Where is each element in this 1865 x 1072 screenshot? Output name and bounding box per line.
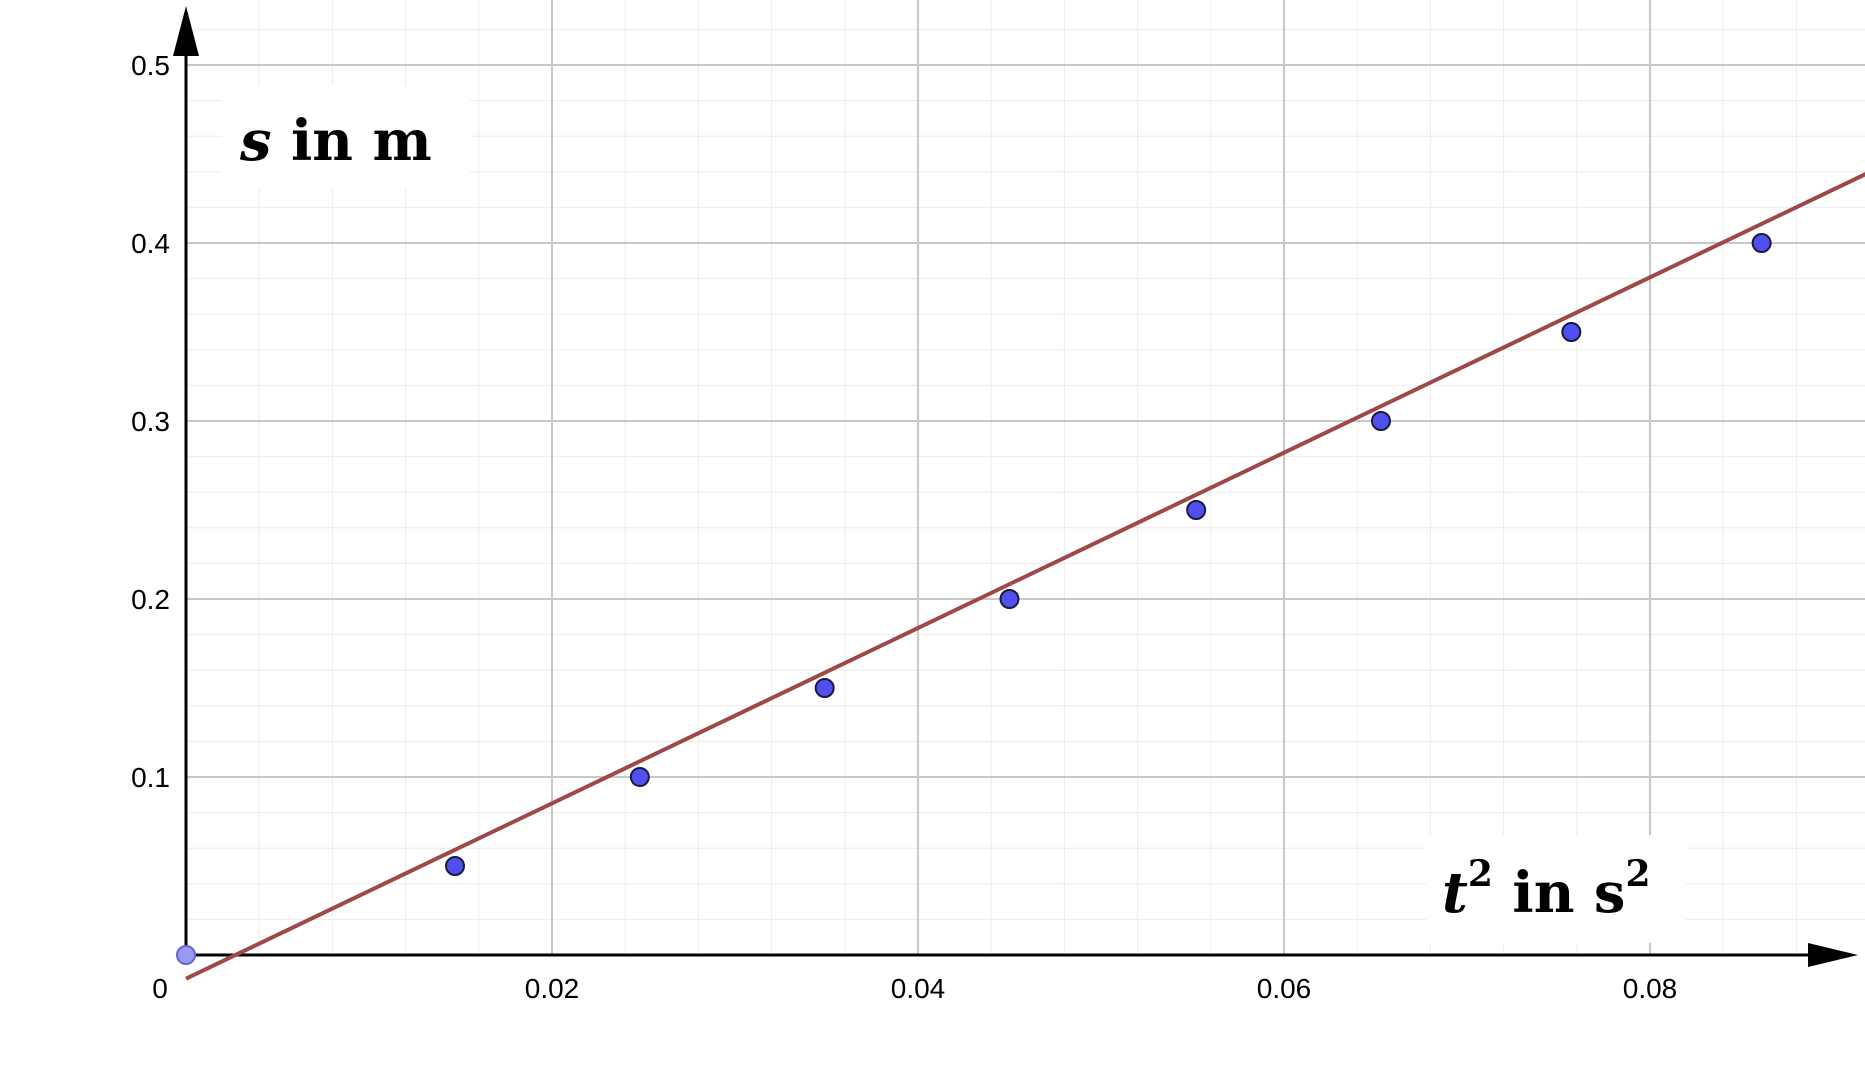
tick-labels: 00.020.040.060.080.10.120.140.160.180.10… bbox=[131, 50, 1678, 1004]
x-label-unit-exponent: 2 bbox=[1625, 853, 1650, 895]
data-point bbox=[1751, 233, 1772, 253]
y-tick-label: 0.2 bbox=[131, 584, 170, 615]
data-points bbox=[176, 233, 1772, 965]
y-tick-label: 0.3 bbox=[131, 406, 170, 437]
x-label-background bbox=[1426, 835, 1686, 943]
axis-labels: s in mt2 in s2 bbox=[222, 86, 1686, 943]
data-point bbox=[999, 589, 1020, 609]
x-tick-label: 0 bbox=[152, 973, 168, 1004]
axes bbox=[173, 6, 1858, 967]
data-point bbox=[1561, 322, 1582, 342]
x-label-unit: in s bbox=[1493, 860, 1626, 926]
y-tick-label: 0.1 bbox=[131, 762, 170, 793]
x-label-variable: t bbox=[1442, 860, 1468, 926]
x-axis-label: t2 in s2 bbox=[1442, 853, 1651, 926]
y-tick-label: 0.5 bbox=[131, 50, 170, 81]
fit-line-group bbox=[185, 172, 1865, 981]
y-tick-label: 0.4 bbox=[131, 228, 170, 259]
x-axis-arrow bbox=[1808, 943, 1858, 967]
data-point bbox=[629, 767, 650, 787]
data-point bbox=[176, 945, 196, 965]
y-axis-label: s in m bbox=[239, 108, 432, 174]
y-axis-arrow bbox=[173, 6, 199, 56]
data-point bbox=[1370, 411, 1391, 431]
fit-line bbox=[185, 172, 1865, 981]
major-grid bbox=[186, 0, 1865, 955]
x-tick-label: 0.08 bbox=[1623, 973, 1678, 1004]
x-tick-label: 0.06 bbox=[1257, 973, 1312, 1004]
minor-grid bbox=[186, 0, 1865, 955]
data-point bbox=[445, 856, 466, 876]
data-point bbox=[814, 678, 835, 698]
y-label-background bbox=[222, 86, 470, 188]
y-label-unit: in m bbox=[272, 108, 432, 174]
data-point bbox=[1186, 500, 1207, 520]
x-tick-label: 0.02 bbox=[525, 973, 580, 1004]
y-label-variable: s bbox=[239, 108, 272, 174]
x-tick-label: 0.04 bbox=[891, 973, 946, 1004]
x-label-exponent: 2 bbox=[1468, 853, 1493, 895]
